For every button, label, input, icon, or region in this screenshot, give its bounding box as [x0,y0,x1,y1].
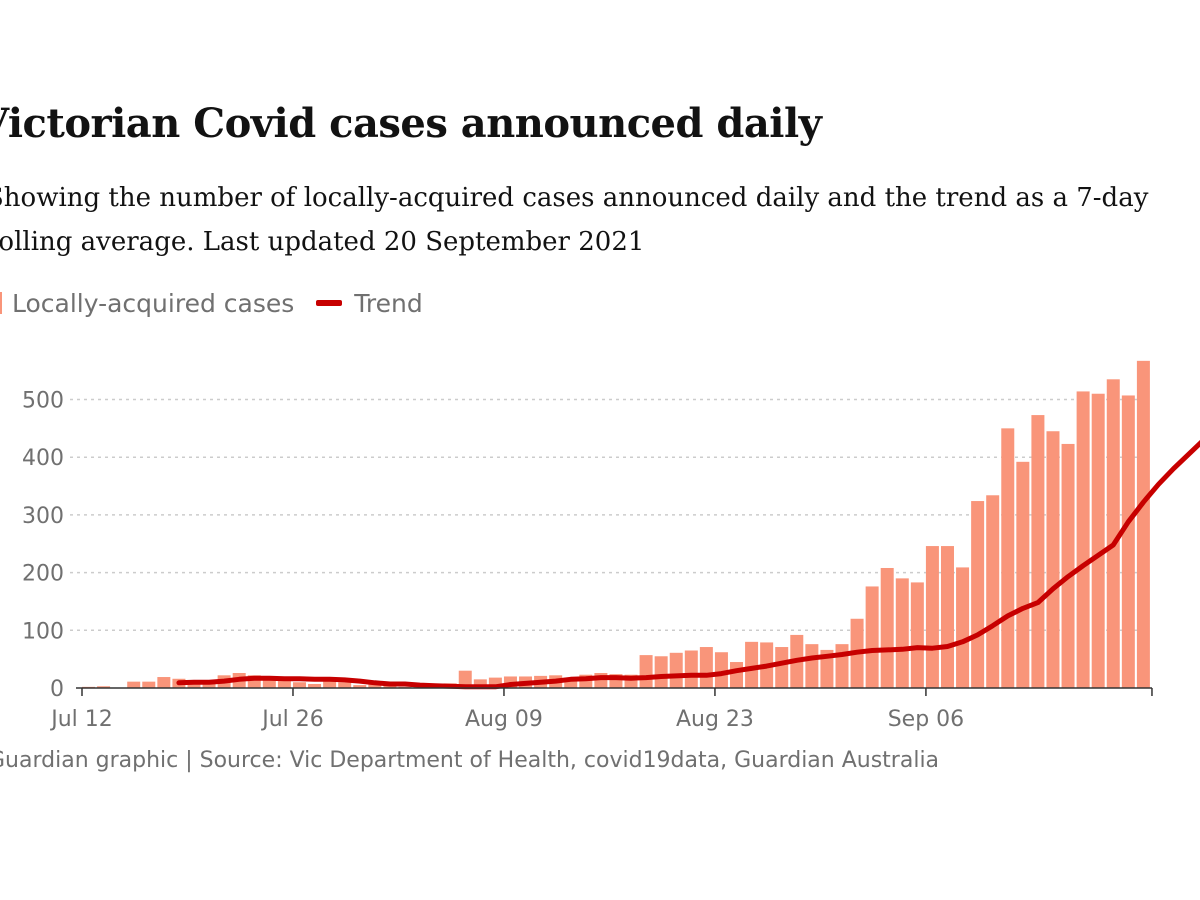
bar-day-66 [1076,391,1090,688]
x-axis: Jul 12 Jul 26 Aug 09 Aug 23 Sep 06 [49,687,1153,732]
bar-day-56 [925,546,939,688]
bar-day-15 [308,683,322,688]
bars-series [82,360,1150,688]
bar-day-63 [1031,415,1045,688]
bar-day-17 [338,682,352,688]
bar-day-4 [142,681,156,688]
x-tick-label: Aug 23 [676,707,754,732]
bar-day-44 [745,641,759,688]
bar-day-70 [1136,360,1150,688]
y-tick-label-300: 300 [22,504,64,529]
y-tick-label-500: 500 [22,389,64,414]
bar-day-13 [277,681,291,688]
bar-day-1 [97,686,111,688]
bar-day-61 [1001,428,1015,688]
x-tick-label: Sep 06 [888,707,964,732]
legend-item-cases: Locally-acquired cases [0,289,294,318]
bar-day-39 [669,652,683,688]
bar-day-69 [1121,395,1135,688]
y-tick-label-400: 400 [22,446,64,471]
y-tick-label-100: 100 [22,619,64,644]
bar-day-64 [1046,431,1060,688]
bar-day-14 [292,682,306,688]
bar-day-59 [971,501,985,688]
y-tick-label-200: 200 [22,562,64,587]
bar-day-25 [458,670,472,688]
y-tick-label-0: 0 [50,677,64,702]
bar-day-57 [940,546,954,688]
source-note: Guardian graphic | Source: Vic Departmen… [0,748,940,773]
bar-day-48 [805,644,819,688]
bar-day-5 [157,677,171,688]
bar-day-58 [956,567,970,688]
legend-bar-swatch [0,292,2,314]
y-axis-ticks: 0 100 200 300 400 500 [22,389,64,703]
bar-day-50 [835,644,849,688]
bar-day-26 [473,679,487,688]
bar-day-43 [730,662,744,688]
x-tick-label: Jul 12 [49,707,113,732]
bar-day-62 [1016,461,1030,688]
x-tick-label: Aug 09 [465,707,543,732]
legend-item-trend: Trend [316,288,423,318]
bar-day-18 [353,685,367,688]
bar-day-32 [564,677,578,688]
bar-day-3 [127,681,141,688]
legend-cases-label: Locally-acquired cases [12,288,295,318]
bar-day-65 [1061,443,1075,688]
bar-day-16 [323,679,337,688]
bar-day-55 [910,582,924,688]
bar-day-37 [639,655,653,688]
cases-chart: 0 100 200 300 400 500 Jul 12 Jul 26 Aug 09 Aug 2… [22,360,1200,732]
bar-day-53 [880,567,894,688]
legend-trend-label: Trend [354,288,423,318]
bar-day-68 [1106,379,1120,688]
bar-day-38 [654,656,668,688]
trend-series [176,439,1200,690]
x-tick-label: Jul 26 [260,707,324,732]
bar-day-12 [262,679,276,688]
bar-day-41 [699,647,713,688]
bar-day-60 [986,495,1000,688]
bar-day-46 [775,647,789,688]
bar-day-40 [684,650,698,688]
chart-title: Victorian Covid cases announced daily [0,100,822,147]
bar-day-67 [1091,393,1105,688]
bar-day-42 [714,652,728,688]
chart-subtitle: Showing the number of locally-acquired c… [0,183,1149,257]
bar-day-49 [820,649,834,688]
trend-line [176,439,1200,690]
bar-day-20 [383,685,397,688]
bar-day-54 [895,578,909,688]
bar-day-19 [368,684,382,688]
legend-line-swatch [316,300,343,306]
bar-day-52 [865,586,879,688]
chart-legend: Locally-acquired cases Trend [0,286,445,320]
bar-day-27 [488,677,502,688]
